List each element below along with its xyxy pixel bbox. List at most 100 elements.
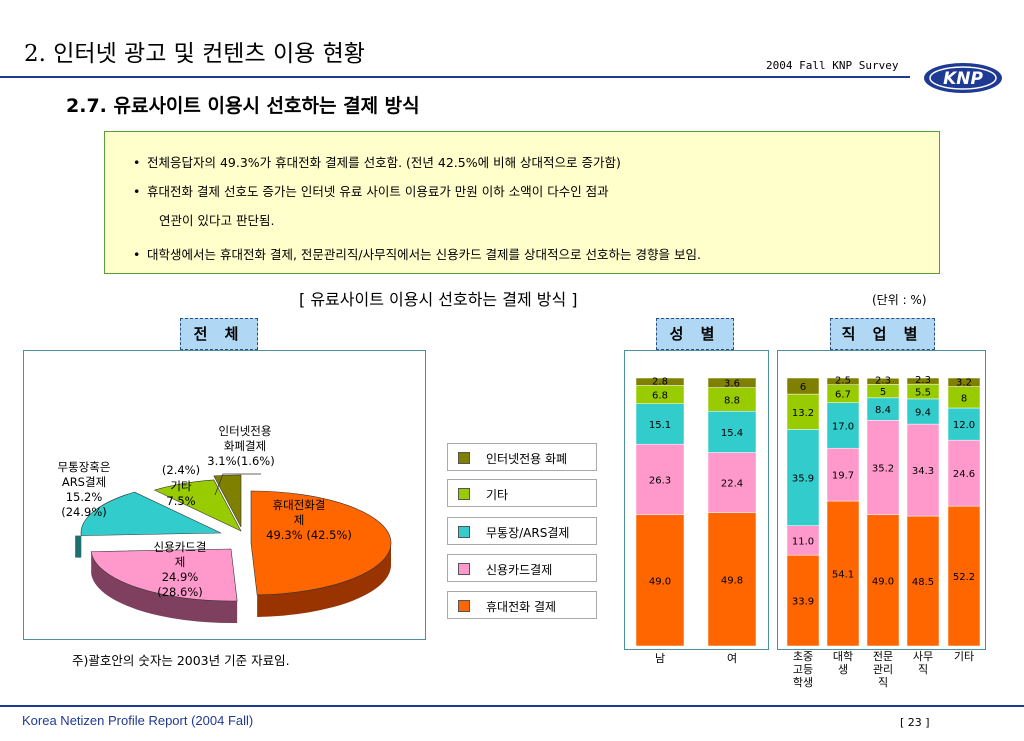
survey-label: 2004 Fall KNP Survey xyxy=(766,59,899,72)
footer-divider xyxy=(0,705,1024,707)
pie-prev-internet: (1.6%) xyxy=(236,454,275,468)
bar-data-label: 13.2 xyxy=(792,408,814,419)
bar-data-label: 26.3 xyxy=(649,475,671,486)
summary-text-3: 대학생에서는 휴대전화 결제, 전문관리직/사무직에서는 신용카드 결제를 상대… xyxy=(147,247,701,262)
job-xlabel-line: 직 xyxy=(877,676,889,689)
bar-data-label: 9.4 xyxy=(915,408,931,419)
bar-segment xyxy=(635,443,685,515)
bar-segment xyxy=(826,500,860,647)
bar-data-label: 11.0 xyxy=(792,536,814,547)
bar-data-label: 48.5 xyxy=(912,577,934,588)
bar-data-label: 19.7 xyxy=(832,471,854,482)
pie-slice xyxy=(153,479,242,532)
summary-bullet-2: • 휴대전화 결제 선호도 증가는 인터넷 유료 사이트 이용료가 만원 이하 소… xyxy=(133,181,609,200)
pie-label-mobile-line2: 제 xyxy=(293,513,305,527)
bar-segment xyxy=(947,407,981,441)
logo-text: KNP xyxy=(943,69,983,89)
section-gender: 성 별 xyxy=(656,318,734,350)
legend-label: 휴대전화 결제 xyxy=(486,600,557,614)
bar-data-label: 8.8 xyxy=(724,395,740,406)
pie-label-internet-line2: 화폐결제 xyxy=(223,439,267,453)
pie-prev-ars: (24.9%) xyxy=(61,505,107,519)
summary-text-2b: 연관이 있다고 판단됨. xyxy=(159,213,275,228)
bar-data-label: 15.4 xyxy=(721,428,743,439)
job-xlabel-line: 학생 xyxy=(792,676,814,689)
legend-swatch xyxy=(458,526,470,538)
summary-bullet-1: • 전체응답자의 49.3%가 휴대전화 결제를 선호함. (전년 42.5%에 … xyxy=(133,152,621,171)
bar-data-label: 34.3 xyxy=(912,466,934,477)
pie-slice xyxy=(80,491,222,536)
job-xlabel-line: 대학 xyxy=(832,650,854,663)
pie-label-ars-line1: 무통장혹은 xyxy=(57,460,111,474)
job-xlabel-line: 초중 xyxy=(792,650,814,663)
bar-data-label: 8.4 xyxy=(875,405,891,416)
pie-label-credit-line3: 24.9% xyxy=(161,570,199,584)
header-divider xyxy=(0,76,910,78)
job-xlabel: 대학 생 xyxy=(823,650,863,676)
pie-label-other-line2: 7.5% xyxy=(166,494,196,508)
bar-data-label: 22.4 xyxy=(721,479,743,490)
bar-segment xyxy=(906,515,940,647)
summary-text-2: 휴대전화 결제 선호도 증가는 인터넷 유료 사이트 이용료가 만원 이하 소액… xyxy=(147,184,609,199)
bar-data-label: 5 xyxy=(880,387,886,398)
bar-segment xyxy=(786,525,820,556)
gender-xlabel-female: 여 xyxy=(726,652,738,665)
pie-slice-side xyxy=(91,551,238,623)
legend-swatch xyxy=(458,452,470,464)
bar-data-label: 52.2 xyxy=(953,572,975,583)
job-xlabel-line: 기타 xyxy=(953,650,975,663)
bar-segment xyxy=(947,377,981,387)
summary-bullet-3: • 대학생에서는 휴대전화 결제, 전문관리직/사무직에서는 신용카드 결제를 상… xyxy=(133,244,701,263)
job-xlabel: 기타 xyxy=(944,650,984,663)
legend-item-internet: 인터넷전용 화폐 xyxy=(447,443,597,471)
pie-slice xyxy=(250,490,392,596)
footer-report-title: Korea Netizen Profile Report (2004 Fall) xyxy=(22,713,254,728)
bar-data-label: 49.0 xyxy=(649,576,671,587)
legend-label: 기타 xyxy=(486,488,509,502)
pie-slice-side xyxy=(257,543,391,617)
bar-segment xyxy=(635,377,685,386)
pie-label-internet: 인터넷전용 화폐결제 3.1%(1.6%) xyxy=(205,424,285,469)
bar-data-label: 2.8 xyxy=(652,377,668,388)
bar-data-label: 24.6 xyxy=(953,469,975,480)
section-total: 전 체 xyxy=(180,318,258,350)
bar-data-label: 3.6 xyxy=(724,379,740,390)
bar-data-label: 6 xyxy=(800,382,806,393)
summary-text-1: 전체응답자의 49.3%가 휴대전화 결제를 선호함. (전년 42.5%에 비… xyxy=(147,155,621,170)
section-job: 직 업 별 xyxy=(830,318,935,350)
bar-data-label: 8 xyxy=(961,393,967,404)
bar-data-label: 12.0 xyxy=(953,420,975,431)
pie-label-credit: 신용카드결 제 24.9% (28.6%) xyxy=(138,540,222,600)
bar-data-label: 6.7 xyxy=(835,390,851,401)
slide-title: 2. 인터넷 광고 및 컨텐츠 이용 현황 xyxy=(24,41,365,67)
bar-segment xyxy=(707,452,757,513)
pie-prev-other: (2.4%) xyxy=(161,463,201,477)
pie-label-mobile-line1: 휴대전화결 xyxy=(272,498,326,512)
bar-segment xyxy=(707,410,757,453)
pie-label-internet-line3: 3.1%(1.6%) xyxy=(197,454,285,469)
unit-label: (단위 : %) xyxy=(872,293,927,307)
pie-prev-credit: (28.6%) xyxy=(157,585,203,599)
pie-prev-mobile: (42.5%) xyxy=(306,528,352,542)
bar-segment xyxy=(826,402,860,449)
footnote: 주)괄호안의 숫자는 2003년 기준 자료임. xyxy=(72,653,290,668)
pie-label-mobile: 휴대전화결 제 49.3% (42.5%) xyxy=(246,498,372,543)
bar-segment xyxy=(786,377,820,395)
pie-value-mobile: 49.3% xyxy=(266,528,303,542)
legend-swatch xyxy=(458,488,470,500)
bar-data-label: 2.3 xyxy=(915,375,931,386)
bar-segment xyxy=(906,398,940,425)
pie-label-mobile-line3: 49.3% (42.5%) xyxy=(246,528,372,543)
job-xlabel-line: 사무 xyxy=(912,650,934,663)
job-xlabel: 사무 직 xyxy=(903,650,943,676)
job-xlabel-line: 직 xyxy=(917,663,929,676)
legend-label: 무통장/ARS결제 xyxy=(486,526,570,540)
job-stacked-bar-chart: 33.9 11.0 35.9 13.2 6 54.1 19.7 17.0 6.7 2.5 49.0 3… xyxy=(786,375,981,647)
pie-label-ars-line2: ARS결제 xyxy=(61,475,107,489)
pie-slice xyxy=(90,548,238,602)
bar-data-label: 54.1 xyxy=(832,570,854,581)
bar-segment xyxy=(635,403,685,445)
legend-item-other: 기타 xyxy=(447,479,597,507)
legend-label: 인터넷전용 화폐 xyxy=(486,452,568,466)
bar-data-label: 49.0 xyxy=(872,576,894,587)
